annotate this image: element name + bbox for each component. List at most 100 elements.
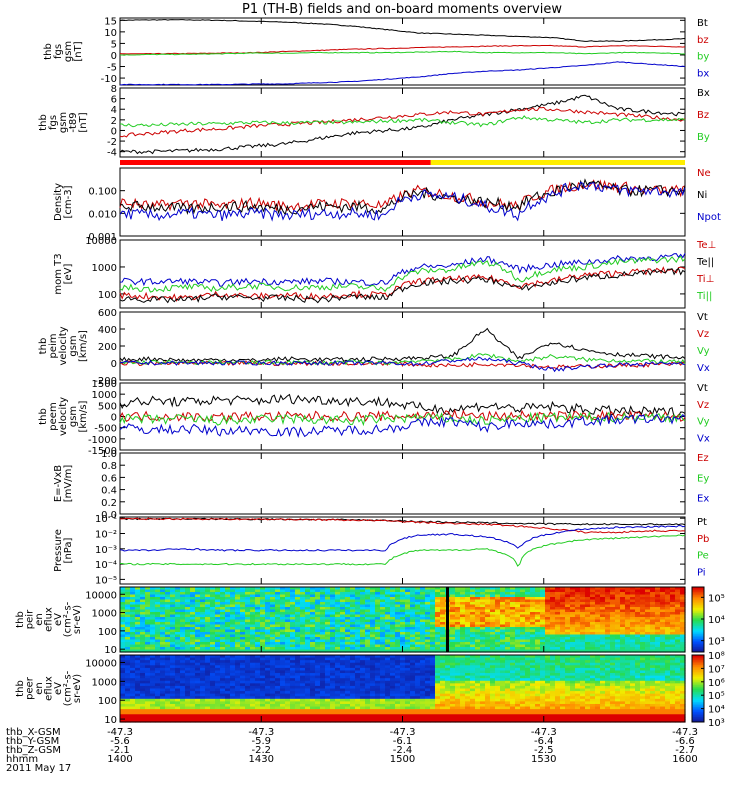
spectrogram-cell	[205, 622, 211, 626]
series-line-ni	[119, 178, 686, 216]
spectrogram-cell	[175, 680, 181, 684]
spectrogram-cell	[285, 619, 291, 623]
spectrogram-cell	[230, 597, 236, 601]
spectrogram-cell	[500, 637, 506, 641]
spectrogram-cell	[240, 698, 246, 702]
spectrogram-cell	[245, 696, 251, 700]
spectrogram-cell	[140, 647, 146, 651]
spectrogram-cell	[570, 599, 576, 603]
spectrogram-cell	[360, 691, 366, 695]
spectrogram-cell	[500, 642, 506, 646]
spectrogram-cell	[245, 698, 251, 702]
spectrogram-cell	[130, 634, 136, 638]
spectrogram-cell	[175, 667, 181, 672]
spectrogram-cell	[295, 709, 301, 713]
spectrogram-cell	[240, 627, 246, 631]
spectrogram-cell	[580, 614, 586, 618]
spectrogram-cell	[525, 647, 531, 651]
spectrogram-cell	[350, 714, 356, 718]
spectrogram-cell	[450, 594, 456, 598]
spectrogram-cell	[210, 622, 216, 626]
spectrogram-cell	[365, 711, 371, 715]
spectrogram-cell	[435, 592, 441, 596]
spectrogram-cell	[125, 602, 131, 606]
spectrogram-cell	[185, 629, 191, 633]
spectrogram-cell	[295, 693, 301, 697]
spectrogram-cell	[470, 619, 476, 623]
spectrogram-cell	[275, 719, 281, 723]
spectrogram-cell	[225, 622, 231, 626]
spectrogram-cell	[235, 673, 241, 677]
spectrogram-cell	[365, 655, 371, 659]
spectrogram-cell	[165, 624, 171, 628]
spectrogram-cell	[340, 637, 346, 641]
spectrogram-cell	[540, 622, 546, 626]
spectrogram-cell	[230, 685, 236, 690]
spectrogram-cell	[200, 594, 206, 598]
spectrogram-cell	[395, 680, 401, 684]
spectrogram-cell	[390, 678, 396, 682]
colorbar-segment	[692, 640, 704, 643]
spectrogram-cell	[230, 706, 236, 710]
spectrogram-cell	[205, 627, 211, 631]
spectrogram-cell	[140, 698, 146, 702]
spectrogram-cell	[635, 647, 641, 651]
spectrogram-cell	[190, 698, 196, 702]
spectrogram-cell	[355, 649, 361, 653]
spectrogram-cell	[265, 706, 271, 710]
spectrogram-cell	[270, 609, 276, 613]
spectrogram-cell	[565, 587, 571, 591]
spectrogram-cell	[240, 693, 246, 697]
spectrogram-cell	[300, 639, 306, 643]
spectrogram-cell	[470, 617, 476, 621]
spectrogram-cell	[325, 706, 331, 710]
spectrogram-cell	[175, 670, 181, 674]
spectrogram-cell	[260, 691, 266, 695]
spectrogram-cell	[155, 614, 161, 618]
spectrogram-cell	[540, 607, 546, 611]
spectrogram-cell	[455, 639, 461, 643]
spectrogram-cell	[680, 594, 686, 598]
spectrogram-cell	[405, 655, 411, 659]
spectrogram-cell	[180, 614, 186, 618]
spectrogram-cell	[160, 587, 166, 591]
spectrogram-cell	[360, 587, 366, 591]
spectrogram-cell	[215, 665, 221, 669]
spectrogram-cell	[640, 594, 646, 598]
series-line-te⊥	[119, 266, 686, 302]
spectrogram-cell	[415, 683, 421, 687]
spectrogram-cell	[670, 597, 676, 601]
spectrogram-cell	[525, 644, 531, 648]
spectrogram-cell	[355, 698, 361, 702]
spectrogram-cell	[660, 627, 666, 631]
spectrogram-cell	[435, 719, 441, 723]
spectrogram-cell	[235, 665, 241, 669]
spectrogram-cell	[550, 632, 556, 636]
spectrogram-cell	[405, 662, 411, 666]
spectrogram-cell	[675, 632, 681, 636]
spectrogram-cell	[605, 589, 611, 593]
spectrogram-cell	[495, 644, 501, 648]
spectrogram-cell	[570, 637, 576, 641]
spectrogram-cell	[215, 619, 221, 623]
colorbar-segment	[692, 632, 704, 635]
spectrogram-cell	[500, 612, 506, 616]
spectrogram-cell	[460, 594, 466, 598]
spectrogram-cell	[185, 662, 191, 666]
spectrogram-cell	[590, 592, 596, 596]
spectrogram-cell	[160, 632, 166, 636]
spectrogram-cell	[490, 614, 496, 618]
spectrogram-cell	[130, 597, 136, 601]
spectrogram-cell	[290, 662, 296, 666]
spectrogram-cell	[355, 607, 361, 611]
spectrogram-cell	[160, 637, 166, 641]
spectrogram-cell	[410, 711, 416, 715]
spectrogram-cell	[160, 644, 166, 648]
spectrogram-cell	[125, 670, 131, 674]
spectrogram-cell	[495, 642, 501, 646]
spectrogram-cell	[615, 624, 621, 628]
spectrogram-cell	[405, 639, 411, 643]
spectrogram-cell	[190, 688, 196, 692]
spectrogram-cell	[190, 647, 196, 651]
